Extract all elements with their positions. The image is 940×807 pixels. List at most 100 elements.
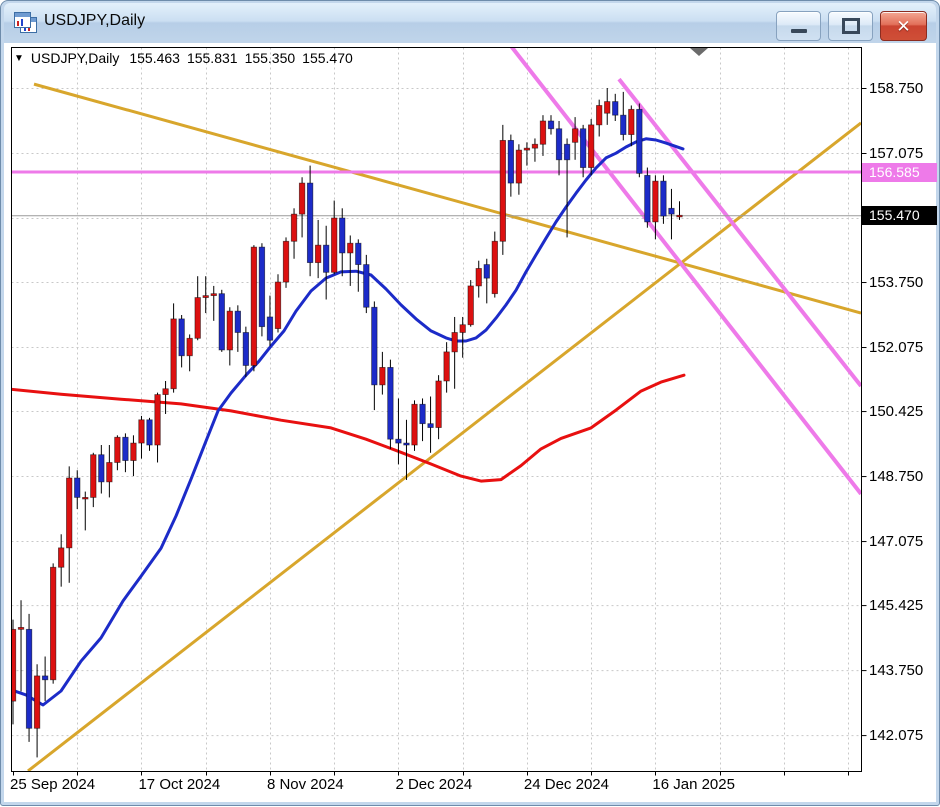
y-axis-label: 150.425 — [869, 403, 923, 420]
bull-candle — [33, 675, 41, 729]
bull-candle — [539, 120, 547, 145]
chart-window-icon — [14, 12, 37, 33]
candles — [12, 88, 683, 758]
bull-candle — [162, 388, 169, 395]
bear-candle — [266, 316, 274, 341]
bear-candle — [234, 310, 241, 333]
y-axis-label: 152.075 — [869, 339, 923, 356]
bull-candle — [652, 180, 659, 223]
y-axis-label: 142.075 — [869, 727, 923, 744]
bear-candle — [395, 438, 402, 444]
bull-candle — [106, 462, 113, 483]
bear-candle — [636, 108, 643, 174]
bull-candle — [467, 285, 474, 326]
legend-open: 155.463 — [129, 50, 180, 66]
bull-candle — [274, 281, 282, 329]
y-axis-label: 147.075 — [869, 533, 923, 550]
bull-candle — [347, 242, 354, 254]
bull-candle — [379, 367, 386, 386]
bull-candle — [298, 182, 306, 215]
bull-candle — [588, 124, 595, 168]
bull-candle — [596, 105, 603, 126]
pink-channel-left — [509, 48, 861, 496]
bear-candle — [371, 306, 378, 386]
bull-candle — [451, 332, 458, 353]
bear-candle — [668, 207, 675, 215]
close-button[interactable]: ✕ — [880, 11, 927, 41]
y-axis-label: 148.750 — [869, 468, 923, 485]
bull-candle — [282, 240, 290, 283]
plot-area — [12, 48, 861, 771]
plot-border — [11, 47, 862, 772]
bear-candle — [242, 332, 250, 366]
y-axis-label: 158.750 — [869, 80, 923, 97]
bear-candle — [579, 128, 587, 168]
trendlines — [27, 48, 861, 771]
legend-high: 155.831 — [186, 50, 238, 66]
bear-candle — [555, 128, 563, 161]
close-icon: ✕ — [896, 16, 911, 36]
bull-candle — [491, 240, 498, 295]
y-axis-label: 143.750 — [869, 662, 923, 679]
bear-candle — [146, 419, 153, 446]
bull-candle — [210, 293, 217, 297]
trendline-price-tag: 156.585 — [862, 162, 937, 182]
legend-close: 155.470 — [302, 50, 353, 66]
bear-candle — [660, 180, 667, 217]
bull-candle — [459, 324, 466, 333]
fast-ma-line — [12, 137, 685, 707]
gold-ascending-trendline — [27, 121, 861, 771]
bull-candle — [66, 477, 73, 549]
bull-candle — [154, 394, 161, 446]
y-axis-label: 157.075 — [869, 145, 923, 162]
minimize-button[interactable] — [776, 11, 821, 41]
x-axis-label: 8 Nov 2024 — [267, 776, 344, 793]
bull-candle — [90, 454, 97, 498]
x-axis-label: 16 Jan 2025 — [652, 776, 735, 793]
y-axis-label: 145.425 — [869, 597, 923, 614]
bull-candle — [170, 318, 177, 390]
bull-candle — [411, 403, 418, 446]
bear-candle — [403, 442, 410, 446]
bull-candle — [475, 268, 482, 287]
legend-low: 155.350 — [244, 50, 296, 66]
x-axis-label: 25 Sep 2024 — [10, 776, 95, 793]
minimize-icon — [790, 28, 807, 33]
bull-candle — [676, 214, 683, 218]
bull-candle — [435, 380, 442, 428]
y-axis-label: 153.750 — [869, 274, 923, 291]
bull-candle — [202, 295, 209, 298]
x-axis-label: 17 Oct 2024 — [138, 776, 220, 793]
bear-candle — [218, 293, 225, 351]
y-axis: 158.750 157.075 153.750 152.075 150.425 148.7… — [861, 80, 923, 744]
bull-candle — [571, 128, 579, 143]
pink-channel-right — [617, 77, 861, 388]
bear-candle — [612, 101, 619, 116]
bear-candle — [122, 436, 129, 461]
bear-candle — [387, 367, 394, 440]
bull-candle — [628, 108, 635, 135]
bull-candle — [531, 143, 539, 149]
bull-candle — [194, 297, 201, 339]
gold-descending-trendline — [33, 82, 861, 315]
bear-candle — [41, 675, 49, 681]
bull-candle — [604, 101, 611, 114]
bull-candle — [114, 436, 121, 463]
x-axis-label: 2 Dec 2024 — [395, 776, 472, 793]
bull-candle — [186, 337, 193, 357]
chart-legend: ▼ USDJPY,Daily 155.463 155.831 155.350 1… — [14, 50, 360, 66]
maximize-button[interactable] — [828, 11, 873, 41]
x-axis: 25 Sep 2024 17 Oct 2024 8 Nov 2024 2 Dec 20… — [10, 771, 849, 793]
bull-candle — [138, 419, 145, 444]
current-price-tag: 155.470 — [862, 205, 937, 225]
x-axis-label: 24 Dec 2024 — [524, 776, 609, 793]
chart-shift-marker — [690, 48, 708, 56]
bear-candle — [483, 264, 490, 279]
legend-expander-icon[interactable]: ▼ — [14, 52, 24, 64]
bull-candle — [82, 497, 89, 500]
bear-candle — [363, 264, 370, 308]
bull-candle — [250, 246, 258, 366]
window-titlebar[interactable]: USDJPY,Daily ✕ — [4, 3, 936, 43]
bull-candle — [12, 628, 17, 702]
